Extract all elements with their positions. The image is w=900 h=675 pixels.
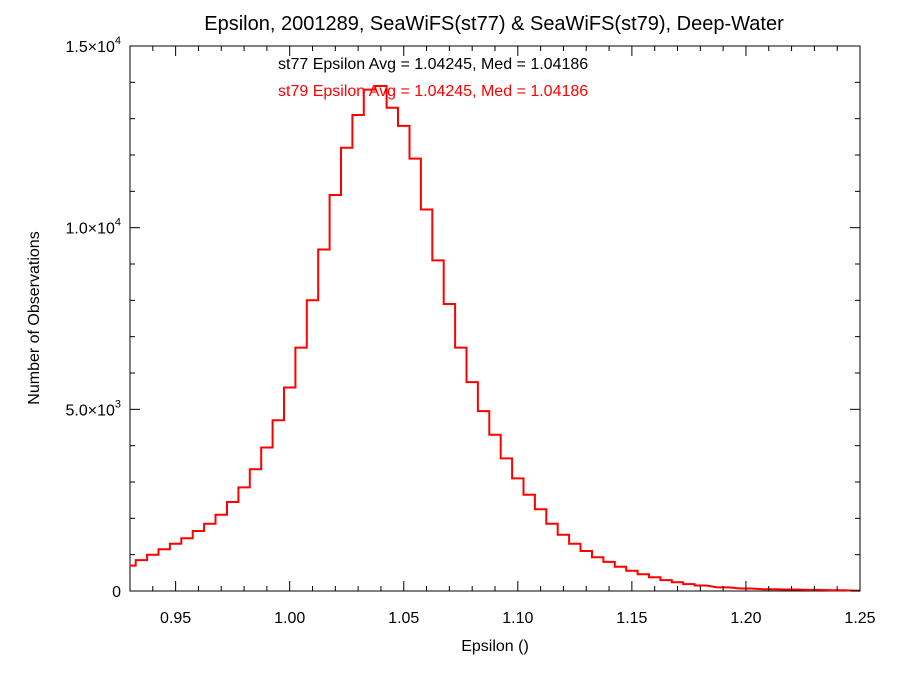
y-tick-label: 0 bbox=[112, 584, 121, 601]
y-tick-label: 5.0×103 bbox=[65, 398, 121, 419]
plot-area bbox=[129, 45, 861, 592]
x-axis: 0.95 1.00 1.05 1.10 1.15 1.20 1.25 bbox=[152, 46, 876, 627]
x-tick-label: 0.95 bbox=[160, 610, 191, 627]
y-axis: 0 5.0×103 1.0×104 1.5×104 bbox=[65, 35, 860, 601]
x-tick-label: 1.15 bbox=[616, 610, 647, 627]
x-tick-label: 1.00 bbox=[274, 610, 305, 627]
x-tick-label: 1.05 bbox=[388, 610, 419, 627]
x-axis-title: Epsilon () bbox=[461, 638, 529, 655]
x-tick-label: 1.20 bbox=[730, 610, 761, 627]
series-line-st79 bbox=[130, 85, 860, 592]
chart-title: Epsilon, 2001289, SeaWiFS(st77) & SeaWiF… bbox=[204, 13, 784, 35]
plot-frame bbox=[129, 45, 861, 592]
y-axis-title: Number of Observations bbox=[26, 231, 43, 404]
y-tick-label: 1.0×104 bbox=[65, 217, 121, 238]
annotation-st79: st79 Epsilon Avg = 1.04245, Med = 1.0418… bbox=[278, 83, 588, 100]
x-tick-label: 1.10 bbox=[502, 610, 533, 627]
x-tick-label: 1.25 bbox=[844, 610, 875, 627]
y-tick-label: 1.5×104 bbox=[65, 35, 121, 56]
annotation-st77: st77 Epsilon Avg = 1.04245, Med = 1.0418… bbox=[278, 56, 588, 73]
